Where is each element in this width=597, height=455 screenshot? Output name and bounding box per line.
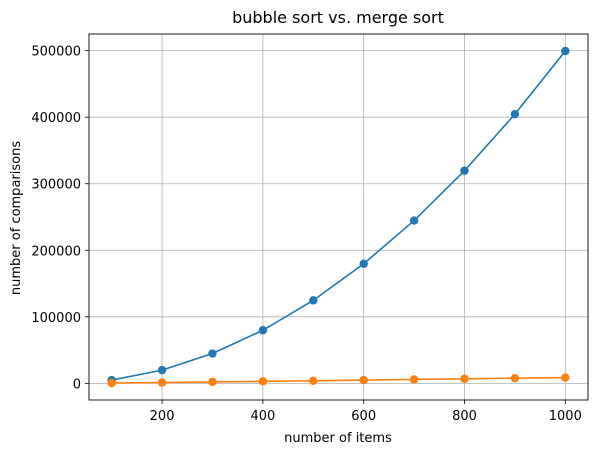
series-1-point [511,110,519,118]
series-1-point [158,366,166,374]
series-2-point [259,377,267,385]
series-1-point [360,260,368,268]
series-2-point [460,375,468,383]
series-2-point [410,375,418,383]
series-1-point [561,47,569,55]
series-2-point [511,374,519,382]
series-2-point [158,378,166,386]
y-tick-label: 400000 [31,111,81,126]
series-2-point [107,379,115,387]
y-tick-label: 200000 [31,244,81,259]
y-tick-label: 300000 [31,178,81,193]
series-1-point [460,166,468,174]
y-tick-label: 100000 [31,311,81,326]
x-tick-label: 1000 [549,409,582,424]
series-1-point [259,326,267,334]
series-1-point [208,349,216,357]
series-1-point [410,216,418,224]
series-2-point [309,377,317,385]
x-tick-label: 600 [351,409,376,424]
x-axis-label: number of items [284,431,392,446]
series-2-point [561,373,569,381]
y-tick-label: 0 [73,377,81,392]
chart-title: bubble sort vs. merge sort [232,8,444,27]
y-tick-label: 500000 [31,45,81,60]
x-tick-label: 800 [452,409,477,424]
series-2-point [208,378,216,386]
x-tick-label: 400 [250,409,275,424]
series-2-point [360,376,368,384]
series-1-point [309,296,317,304]
x-tick-label: 200 [150,409,175,424]
y-axis-label: number of comparisons [9,141,24,295]
